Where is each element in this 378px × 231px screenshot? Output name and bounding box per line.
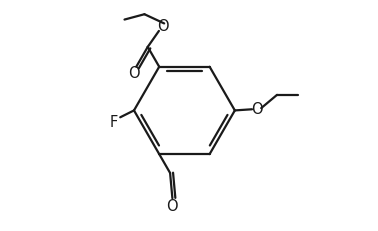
Text: O: O bbox=[167, 198, 178, 213]
Text: O: O bbox=[251, 101, 263, 116]
Text: F: F bbox=[109, 115, 118, 130]
Text: O: O bbox=[128, 66, 140, 81]
Text: O: O bbox=[156, 19, 168, 34]
